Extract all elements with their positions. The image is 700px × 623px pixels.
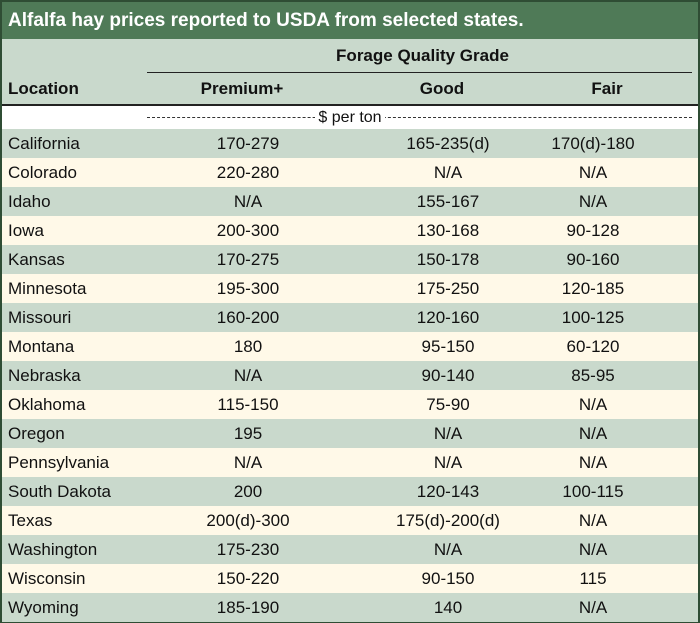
- premium-cell: N/A: [233, 192, 263, 211]
- good-cell: N/A: [433, 163, 463, 182]
- good-cell: 120-160: [416, 308, 480, 327]
- location-cell: Montana: [8, 337, 75, 356]
- table-row: Wisconsin 150-220 90-150 115: [2, 564, 698, 593]
- good-cell: 95-150: [421, 337, 475, 356]
- column-header-good: Good: [419, 79, 465, 98]
- good-cell: 140: [433, 598, 463, 617]
- location-cell: Colorado: [8, 163, 77, 182]
- table-row: Montana 180 95-150 60-120: [2, 332, 698, 361]
- fair-cell: N/A: [578, 163, 608, 182]
- premium-cell: 170-275: [216, 250, 280, 269]
- fair-cell: N/A: [578, 511, 608, 530]
- table-body: California 170-279 165-235(d) 170(d)-180 Col…: [2, 129, 698, 622]
- premium-cell: 175-230: [216, 540, 280, 559]
- good-cell: 120-143: [416, 482, 480, 501]
- premium-cell: 160-200: [216, 308, 280, 327]
- premium-cell: 220-280: [216, 163, 280, 182]
- premium-cell: 200: [233, 482, 263, 501]
- location-cell: Wisconsin: [8, 569, 86, 588]
- location-cell: Texas: [8, 511, 53, 530]
- table-row: Nebraska N/A 90-140 85-95: [2, 361, 698, 390]
- table-row: Idaho N/A 155-167 N/A: [2, 187, 698, 216]
- good-cell: 150-178: [416, 250, 480, 269]
- location-cell: Pennsylvania: [8, 453, 110, 472]
- fair-cell: 90-160: [566, 250, 620, 269]
- unit-row: $ per ton: [2, 106, 698, 129]
- table-row: Iowa 200-300 130-168 90-128: [2, 216, 698, 245]
- table-row: South Dakota 200 120-143 100-115: [2, 477, 698, 506]
- premium-cell: 150-220: [216, 569, 280, 588]
- good-cell: 130-168: [416, 221, 480, 240]
- good-cell: 175(d)-200(d): [396, 511, 500, 530]
- fair-cell: N/A: [578, 598, 608, 617]
- fair-cell: 120-185: [561, 279, 625, 298]
- location-cell: Oklahoma: [8, 395, 86, 414]
- fair-cell: N/A: [578, 395, 608, 414]
- unit-label: $ per ton: [315, 109, 385, 126]
- location-cell: Washington: [8, 540, 98, 559]
- table-row: California 170-279 165-235(d) 170(d)-180: [2, 129, 698, 158]
- premium-cell: 200-300: [216, 221, 280, 240]
- location-cell: Idaho: [8, 192, 51, 211]
- location-cell: Iowa: [8, 221, 44, 240]
- premium-cell: N/A: [233, 453, 263, 472]
- good-cell: 90-140: [421, 366, 475, 385]
- fair-cell: 100-115: [562, 482, 624, 501]
- table-row: Oklahoma 115-150 75-90 N/A: [2, 390, 698, 419]
- good-cell: 165-235(d): [406, 134, 490, 153]
- fair-cell: 60-120: [566, 337, 620, 356]
- table-row: Missouri 160-200 120-160 100-125: [2, 303, 698, 332]
- premium-cell: 170-279: [216, 134, 280, 153]
- column-header-location: Location: [8, 79, 79, 98]
- good-cell: 175-250: [416, 279, 480, 298]
- good-cell: 155-167: [416, 192, 480, 211]
- column-header-premium: Premium+: [200, 79, 284, 98]
- good-cell: N/A: [433, 453, 463, 472]
- fair-cell: 115: [579, 569, 607, 588]
- premium-cell: 115-150: [217, 395, 279, 414]
- good-cell: 75-90: [426, 395, 470, 414]
- premium-cell: 195: [233, 424, 263, 443]
- table-row: Oregon 195 N/A N/A: [2, 419, 698, 448]
- column-header-fair: Fair: [591, 79, 623, 98]
- table-title: Alfalfa hay prices reported to USDA from…: [2, 2, 698, 39]
- good-cell: 90-150: [421, 569, 475, 588]
- premium-cell: 180: [233, 337, 263, 356]
- fair-cell: N/A: [578, 192, 608, 211]
- fair-cell: N/A: [578, 453, 608, 472]
- table-row: Texas 200(d)-300 175(d)-200(d) N/A: [2, 506, 698, 535]
- table-header: Forage Quality Grade Location Premium+ G…: [2, 39, 698, 104]
- location-cell: Oregon: [8, 424, 65, 443]
- location-cell: Minnesota: [8, 279, 87, 298]
- location-cell: California: [8, 134, 80, 153]
- fair-cell: 85-95: [571, 366, 615, 385]
- grade-group-rule: [147, 72, 692, 73]
- fair-cell: N/A: [578, 424, 608, 443]
- location-cell: Nebraska: [8, 366, 81, 385]
- table-row: Pennsylvania N/A N/A N/A: [2, 448, 698, 477]
- good-cell: N/A: [433, 424, 463, 443]
- fair-cell: 170(d)-180: [551, 134, 635, 153]
- grade-group-heading: Forage Quality Grade: [336, 46, 509, 65]
- fair-cell: 100-125: [561, 308, 625, 327]
- header-divider: [2, 104, 698, 106]
- fair-cell: 90-128: [566, 221, 620, 240]
- table-row: Minnesota 195-300 175-250 120-185: [2, 274, 698, 303]
- premium-cell: 185-190: [216, 598, 280, 617]
- unit-dashes: [147, 117, 692, 118]
- table-row: Wyoming 185-190 140 N/A: [2, 593, 698, 622]
- premium-cell: 195-300: [216, 279, 280, 298]
- table-row: Washington 175-230 N/A N/A: [2, 535, 698, 564]
- table-row: Kansas 170-275 150-178 90-160: [2, 245, 698, 274]
- good-cell: N/A: [433, 540, 463, 559]
- premium-cell: 200(d)-300: [206, 511, 290, 530]
- location-cell: Kansas: [8, 250, 65, 269]
- fair-cell: N/A: [578, 540, 608, 559]
- premium-cell: N/A: [233, 366, 263, 385]
- location-cell: Missouri: [8, 308, 72, 327]
- location-cell: South Dakota: [8, 482, 112, 501]
- table-row: Colorado 220-280 N/A N/A: [2, 158, 698, 187]
- location-cell: Wyoming: [8, 598, 79, 617]
